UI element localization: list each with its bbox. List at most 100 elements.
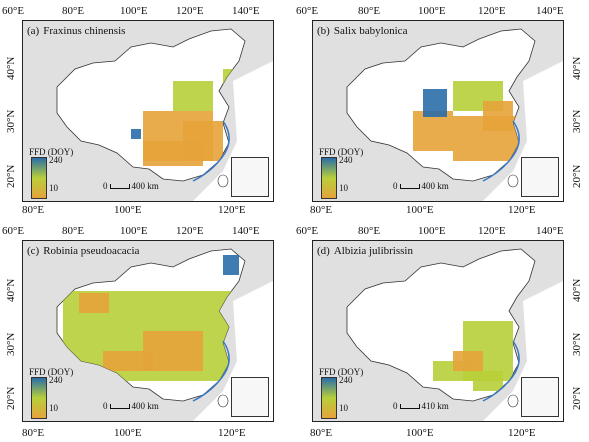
ffd-cell	[483, 101, 513, 131]
panel-letter: (d)	[317, 245, 330, 257]
lon-label: 80°E	[22, 204, 45, 216]
lon-label: 140°E	[536, 225, 564, 237]
lon-label: 80°E	[310, 204, 333, 216]
legend-max: 240	[49, 375, 63, 385]
lon-label: 80°E	[358, 5, 381, 17]
lat-label: 20°N	[571, 386, 583, 410]
lat-label: 20°N	[5, 386, 17, 410]
lon-label: 140°E	[232, 225, 260, 237]
panel-label: (b) Salix babylonica	[317, 25, 407, 37]
lon-label: 100°E	[418, 225, 446, 237]
legend-title: FFD (DOY)	[319, 367, 364, 377]
coastline	[482, 120, 520, 182]
taiwan-island	[217, 394, 229, 408]
lon-label: 120°E	[478, 5, 506, 17]
coastline	[192, 120, 230, 182]
lon-label: 120°E	[508, 427, 536, 439]
lat-label: 30°N	[5, 109, 17, 133]
scale-bar: 0 410 km	[393, 401, 449, 411]
scale-bar-line	[109, 404, 130, 410]
ffd-cell	[173, 81, 213, 111]
legend-max: 240	[339, 155, 353, 165]
map-panel-a: (a) Fraxinus chinensis FFD (DOY) 240 10 0 400 …	[22, 20, 274, 202]
species-name: Albizia julibrissin	[333, 245, 413, 257]
coastline	[482, 340, 520, 402]
ffd-cell	[131, 129, 141, 139]
taiwan-island	[507, 174, 519, 188]
lat-label: 40°N	[5, 278, 17, 302]
lon-label: 100°E	[406, 204, 434, 216]
scale-bar: 0 400 km	[103, 401, 159, 411]
legend-min: 10	[339, 403, 348, 413]
ffd-legend: FFD (DOY) 240 10	[319, 147, 379, 199]
lat-label: 40°N	[571, 56, 583, 80]
legend-max: 240	[339, 375, 353, 385]
legend-colorbar	[31, 157, 47, 199]
lon-label: 60°E	[296, 225, 319, 237]
lon-label: 80°E	[62, 5, 85, 17]
south-china-sea-inset	[521, 157, 559, 197]
ffd-legend: FFD (DOY) 240 10	[29, 367, 89, 419]
species-name: Robinia pseudoacacia	[43, 245, 140, 257]
scale-label: 410 km	[421, 401, 449, 411]
scale-bar: 0 400 km	[393, 181, 449, 191]
panel-label: (d) Albizia julibrissin	[317, 245, 413, 257]
lon-label: 140°E	[536, 5, 564, 17]
panel-letter: (c)	[27, 245, 40, 257]
scale-bar-line	[399, 404, 420, 410]
taiwan-island	[507, 394, 519, 408]
lon-label: 80°E	[22, 427, 45, 439]
lon-label: 120°E	[478, 225, 506, 237]
scale-bar-line	[109, 184, 130, 190]
legend-title: FFD (DOY)	[29, 147, 74, 157]
lon-label: 120°E	[176, 225, 204, 237]
ffd-cell	[143, 141, 203, 166]
lat-label: 20°N	[5, 164, 17, 188]
lat-label: 30°N	[571, 109, 583, 133]
legend-min: 10	[49, 183, 58, 193]
map-panel-b: (b) Salix babylonica FFD (DOY) 240 10 0 400 km	[312, 20, 564, 202]
lon-label: 100°E	[120, 5, 148, 17]
legend-min: 10	[49, 403, 58, 413]
coastline	[192, 340, 230, 402]
lon-label: 120°E	[218, 204, 246, 216]
ffd-legend: FFD (DOY) 240 10	[29, 147, 89, 199]
lon-label: 80°E	[62, 225, 85, 237]
ffd-raster	[413, 81, 523, 161]
species-name: Fraxinus chinensis	[43, 25, 126, 37]
species-name: Salix babylonica	[333, 25, 408, 37]
legend-colorbar	[321, 157, 337, 199]
lon-label: 100°E	[418, 5, 446, 17]
legend-colorbar	[321, 377, 337, 419]
scale-label: 400 km	[131, 181, 159, 191]
ffd-cell	[413, 111, 453, 151]
scale-bar-line	[399, 184, 420, 190]
map-svg	[313, 241, 563, 421]
panel-label: (a) Fraxinus chinensis	[27, 25, 125, 37]
ffd-cell	[103, 351, 153, 371]
ffd-raster	[433, 321, 513, 391]
lon-label: 100°E	[406, 427, 434, 439]
ffd-cell	[223, 255, 239, 275]
map-panel-d: (d) Albizia julibrissin FFD (DOY) 240 10 0 410…	[312, 240, 564, 422]
lon-label: 140°E	[232, 5, 260, 17]
legend-max: 240	[49, 155, 63, 165]
ffd-cell	[79, 293, 109, 313]
panel-label: (c) Robinia pseudoacacia	[27, 245, 139, 257]
lon-label: 100°E	[114, 204, 142, 216]
south-china-sea-inset	[231, 157, 269, 197]
lat-label: 30°N	[5, 332, 17, 356]
lon-label: 120°E	[508, 204, 536, 216]
ffd-legend: FFD (DOY) 240 10	[319, 367, 379, 419]
ffd-cell	[473, 371, 503, 391]
lon-label: 120°E	[218, 427, 246, 439]
map-panel-c: (c) Robinia pseudoacacia FFD (DOY) 240 10 0 40…	[22, 240, 274, 422]
panel-letter: (b)	[317, 25, 330, 37]
lat-label: 20°N	[571, 164, 583, 188]
south-china-sea-inset	[521, 377, 559, 417]
lon-label: 120°E	[176, 5, 204, 17]
scale-label: 400 km	[131, 401, 159, 411]
taiwan-island	[217, 174, 229, 188]
lon-label: 60°E	[2, 225, 25, 237]
lon-label: 100°E	[114, 427, 142, 439]
